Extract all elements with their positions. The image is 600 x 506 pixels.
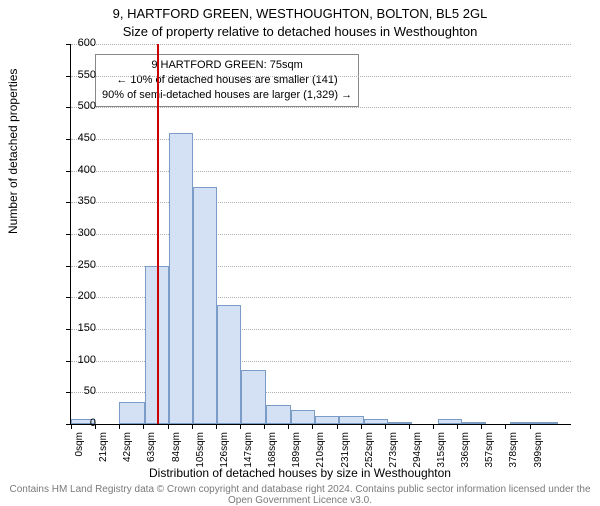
- histogram-bar: [169, 133, 193, 424]
- xtick-label: 399sqm: [533, 432, 544, 476]
- xtick-mark: [119, 424, 120, 429]
- xtick-mark: [288, 424, 289, 429]
- y-axis-label: Number of detached properties: [6, 69, 20, 234]
- xtick-label: 357sqm: [484, 432, 495, 476]
- ytick-label: 300: [36, 227, 96, 239]
- ytick-label: 150: [36, 322, 96, 334]
- ytick-label: 400: [36, 164, 96, 176]
- xtick-label: 21sqm: [98, 432, 109, 476]
- xtick-mark: [530, 424, 531, 429]
- histogram-bar: [266, 405, 290, 424]
- xtick-mark: [192, 424, 193, 429]
- histogram-bar: [291, 410, 315, 424]
- xtick-mark: [433, 424, 434, 429]
- gridline: [71, 107, 571, 108]
- gridline: [71, 202, 571, 203]
- plot-area: 9 HARTFORD GREEN: 75sqm ← 10% of detache…: [70, 44, 571, 425]
- xtick-label: 273sqm: [388, 432, 399, 476]
- ytick-label: 200: [36, 290, 96, 302]
- gridline: [71, 76, 571, 77]
- xtick-mark: [168, 424, 169, 429]
- ytick-label: 600: [36, 37, 96, 49]
- histogram-bar: [534, 422, 558, 424]
- xtick-mark: [337, 424, 338, 429]
- xtick-label: 252sqm: [364, 432, 375, 476]
- reference-line: [157, 44, 159, 424]
- xtick-mark: [385, 424, 386, 429]
- histogram-bar: [339, 416, 364, 424]
- xtick-label: 294sqm: [412, 432, 423, 476]
- gridline: [71, 44, 571, 45]
- ytick-label: 50: [36, 385, 96, 397]
- xtick-label: 168sqm: [267, 432, 278, 476]
- annotation-box: 9 HARTFORD GREEN: 75sqm ← 10% of detache…: [95, 54, 359, 107]
- xtick-mark: [505, 424, 506, 429]
- xtick-mark: [457, 424, 458, 429]
- xtick-label: 336sqm: [460, 432, 471, 476]
- xtick-mark: [361, 424, 362, 429]
- histogram-bar: [119, 402, 144, 424]
- xtick-label: 126sqm: [219, 432, 230, 476]
- histogram-bar: [241, 370, 266, 424]
- xtick-mark: [216, 424, 217, 429]
- ytick-label: 0: [36, 417, 96, 429]
- xtick-mark: [312, 424, 313, 429]
- annotation-line3: 90% of semi-detached houses are larger (…: [102, 88, 352, 103]
- gridline: [71, 234, 571, 235]
- ytick-label: 350: [36, 195, 96, 207]
- ytick-label: 250: [36, 259, 96, 271]
- xtick-label: 147sqm: [243, 432, 254, 476]
- ytick-label: 500: [36, 100, 96, 112]
- xtick-label: 105sqm: [195, 432, 206, 476]
- ytick-label: 550: [36, 69, 96, 81]
- xtick-mark: [481, 424, 482, 429]
- xtick-label: 378sqm: [508, 432, 519, 476]
- xtick-mark: [264, 424, 265, 429]
- ytick-label: 450: [36, 132, 96, 144]
- footer-text: Contains HM Land Registry data © Crown c…: [0, 484, 600, 506]
- histogram-bar: [315, 416, 339, 424]
- gridline: [71, 139, 571, 140]
- xtick-label: 315sqm: [436, 432, 447, 476]
- chart-container: 9, HARTFORD GREEN, WESTHOUGHTON, BOLTON,…: [0, 0, 600, 500]
- chart-title-line1: 9, HARTFORD GREEN, WESTHOUGHTON, BOLTON,…: [0, 6, 600, 21]
- xtick-label: 84sqm: [171, 432, 182, 476]
- ytick-label: 100: [36, 354, 96, 366]
- gridline: [71, 171, 571, 172]
- histogram-bar: [217, 305, 241, 424]
- histogram-bar: [193, 187, 217, 425]
- xtick-label: 42sqm: [122, 432, 133, 476]
- xtick-label: 210sqm: [315, 432, 326, 476]
- xtick-label: 231sqm: [340, 432, 351, 476]
- xtick-label: 0sqm: [74, 432, 85, 476]
- xtick-label: 63sqm: [146, 432, 157, 476]
- xtick-mark: [143, 424, 144, 429]
- xtick-mark: [409, 424, 410, 429]
- xtick-label: 189sqm: [291, 432, 302, 476]
- xtick-mark: [240, 424, 241, 429]
- annotation-line1: 9 HARTFORD GREEN: 75sqm: [102, 58, 352, 73]
